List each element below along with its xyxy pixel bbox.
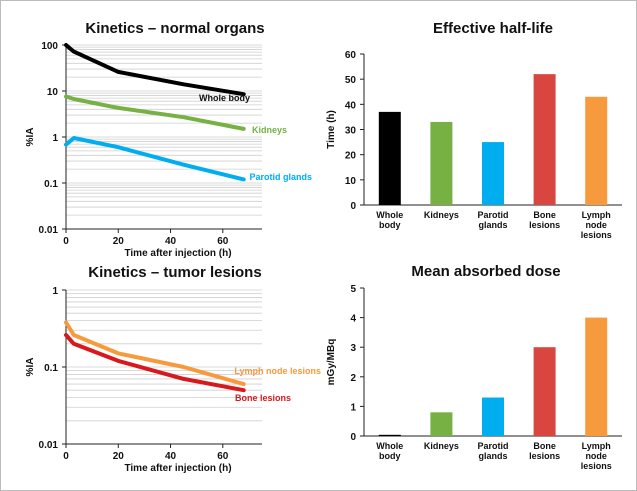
series-label: Bone lesions	[235, 393, 291, 403]
series-label: Lymph node lesions	[234, 366, 321, 376]
series-label: Parotid glands	[249, 172, 312, 182]
bar	[378, 434, 401, 436]
series-line	[64, 136, 246, 182]
x-tick-label: 0	[63, 236, 69, 247]
category-label: Lymph node lesions	[581, 441, 612, 471]
x-axis-label: Time after injection (h)	[124, 463, 231, 474]
category-label: Whole body	[376, 441, 403, 461]
y-tick-label: 5	[350, 284, 356, 295]
category-label: Bone lesions	[529, 441, 560, 461]
category-label-line: lesions	[529, 220, 560, 230]
y-tick-label: 1	[350, 402, 356, 413]
y-tick-label: 50	[345, 75, 357, 86]
category-label-line: Lymph	[582, 210, 611, 220]
category-label-line: Bone	[533, 441, 556, 451]
category-label-line: glands	[478, 451, 507, 461]
category-label-line: Parotid	[477, 441, 508, 451]
y-tick-label: 0.1	[44, 363, 58, 374]
chart-title: Kinetics – normal organs	[85, 20, 264, 37]
category-label-line: Parotid	[477, 210, 508, 220]
category-label: Bone lesions	[529, 210, 560, 230]
y-axis-label: Time (h)	[326, 110, 337, 149]
category-label-line: body	[379, 451, 401, 461]
category-label-line: node	[585, 220, 607, 230]
x-tick-label: 40	[165, 451, 177, 462]
y-tick-label: 2	[350, 373, 356, 384]
category-label-line: glands	[478, 220, 507, 230]
x-tick-label: 60	[217, 451, 229, 462]
y-axis-label: %IA	[25, 128, 36, 147]
x-tick-label: 40	[165, 236, 177, 247]
y-tick-label: 10	[47, 87, 59, 98]
y-axis-label: %IA	[25, 358, 36, 377]
category-label-line: Whole	[376, 210, 403, 220]
series-line	[64, 333, 246, 393]
y-tick-label: 20	[345, 151, 357, 162]
chart-effective-half-life: Effective half-life 0 10 20 30 40 50 60 Time (h…	[326, 20, 622, 240]
x-axis-label: Time after injection (h)	[124, 248, 231, 259]
y-tick-label: 0.01	[39, 440, 59, 451]
category-label: Whole body	[376, 210, 403, 230]
category-label-line: Kidneys	[424, 441, 459, 451]
category-label-line: body	[379, 220, 401, 230]
bar	[482, 397, 504, 436]
y-tick-label: 1	[52, 286, 58, 297]
category-label-line: Kidneys	[424, 210, 459, 220]
chart-mean-absorbed-dose: Mean absorbed dose 0 1 2 3 4 5 mGy/MBq Whole bod…	[326, 263, 622, 471]
category-label: Parotid glands	[477, 441, 508, 461]
y-tick-label: 60	[345, 50, 357, 61]
y-tick-label: 3	[350, 343, 356, 354]
chart-title: Effective half-life	[433, 20, 553, 37]
chart-title: Mean absorbed dose	[411, 263, 560, 280]
series-line	[64, 94, 246, 131]
bar	[533, 347, 556, 436]
bar	[533, 74, 556, 205]
chart-title: Kinetics – tumor lesions	[88, 264, 261, 281]
y-tick-label: 10	[345, 176, 357, 187]
bar	[378, 111, 401, 205]
x-tick-label: 0	[63, 451, 69, 462]
category-label: Kidneys	[424, 210, 459, 220]
y-tick-label: 0.01	[39, 225, 59, 236]
x-tick-label: 20	[113, 451, 125, 462]
y-tick-label: 1	[52, 133, 58, 144]
bar	[430, 412, 453, 436]
bar	[585, 317, 608, 436]
category-label-line: lesions	[581, 461, 612, 471]
category-label: Parotid glands	[477, 210, 508, 230]
y-tick-label: 40	[345, 100, 357, 111]
bar	[430, 121, 453, 205]
category-label: Kidneys	[424, 441, 459, 451]
category-label-line: node	[585, 451, 607, 461]
chart-kinetics-tumor-lesions: Kinetics – tumor lesions 0.01 0.1 1 0 20 40 60…	[25, 264, 321, 474]
category-label-line: Whole	[376, 441, 403, 451]
y-axis-label: mGy/MBq	[326, 339, 337, 386]
series-label: Kidneys	[252, 125, 287, 135]
category-label-line: Bone	[533, 210, 556, 220]
category-label: Lymph node lesions	[581, 210, 612, 240]
y-tick-label: 4	[350, 314, 356, 325]
x-tick-label: 20	[113, 236, 125, 247]
series-label: Whole body	[199, 93, 250, 103]
category-label-line: lesions	[529, 451, 560, 461]
series-line	[64, 320, 246, 387]
x-tick-label: 60	[217, 236, 229, 247]
y-tick-label: 100	[41, 41, 58, 52]
chart-kinetics-normal-organs: Kinetics – normal organs 0.01 0.1 1 10 100 0 2…	[25, 20, 312, 259]
category-label-line: Lymph	[582, 441, 611, 451]
y-tick-label: 0	[350, 432, 356, 443]
series-line	[64, 43, 246, 97]
y-tick-label: 0	[350, 201, 356, 212]
bar	[482, 142, 504, 205]
category-label-line: lesions	[581, 230, 612, 240]
y-tick-label: 30	[345, 126, 357, 137]
bar	[585, 96, 608, 205]
y-tick-label: 0.1	[44, 179, 58, 190]
